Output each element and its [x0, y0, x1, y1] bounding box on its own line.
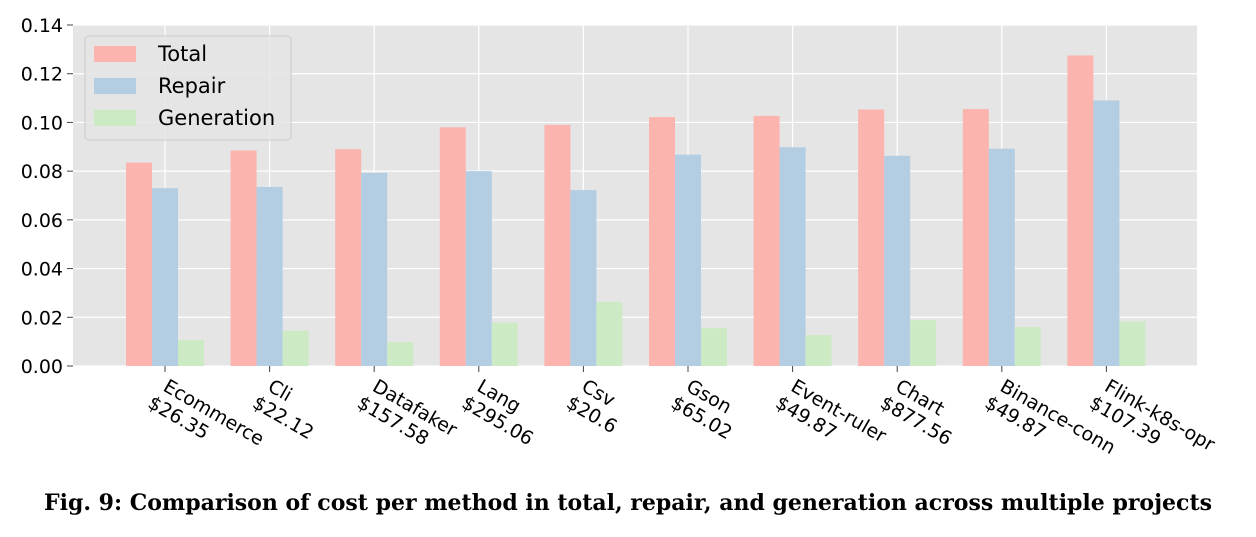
bar-repair — [779, 147, 806, 366]
y-tick-label: 0.02 — [21, 307, 63, 329]
bar-generation — [805, 335, 832, 366]
y-tick-label: 0.12 — [21, 64, 63, 86]
bar-repair — [884, 155, 911, 366]
y-axis-ticks: 0.00 0.02 0.04 0.06 0.08 0.10 0.12 0.14 — [21, 15, 73, 378]
y-tick-label: 0.10 — [21, 112, 63, 134]
bar-repair — [988, 148, 1015, 366]
y-tick-label: 0.06 — [21, 210, 63, 232]
bar-repair — [1093, 100, 1120, 366]
x-tick-label: Csv$20.6 — [563, 373, 632, 438]
bar-repair — [361, 172, 388, 366]
x-tick-label: Gson$65.02 — [667, 373, 747, 444]
bar-total — [858, 109, 885, 366]
legend-label-generation: Generation — [158, 106, 275, 130]
x-tick-label: Ecommerce$26.35 — [144, 373, 268, 470]
y-tick-label: 0.04 — [21, 259, 63, 281]
bar-total — [962, 109, 989, 367]
bar-total — [1067, 55, 1094, 366]
bar-repair — [465, 171, 492, 366]
bar-generation — [282, 330, 309, 366]
bar-total — [544, 124, 571, 366]
x-tick-label: Flink-k8s-opr$107.39 — [1086, 373, 1219, 475]
bar-generation — [387, 342, 414, 366]
bar-total — [126, 162, 152, 366]
bar-generation — [910, 320, 937, 366]
bar-generation — [701, 328, 727, 366]
legend-box — [84, 35, 292, 141]
x-tick-label: Chart$877.56 — [876, 373, 966, 450]
figure-caption: Fig. 9: Comparison of cost per method in… — [43, 490, 1212, 516]
bar-total — [753, 115, 780, 366]
x-tick-label: Event-ruler$49.87 — [772, 373, 890, 467]
legend-swatch-repair — [94, 78, 136, 94]
y-tick-label: 0.08 — [21, 161, 63, 183]
bar-total — [649, 117, 675, 366]
bar-total — [335, 149, 362, 366]
bar-generation — [491, 322, 518, 366]
bar-repair — [570, 190, 597, 366]
bars — [126, 55, 1146, 367]
legend-label-total: Total — [157, 42, 207, 66]
bar-generation — [178, 339, 204, 366]
legend-swatch-generation — [94, 110, 136, 126]
bar-repair — [152, 188, 178, 366]
bar-total — [439, 127, 466, 366]
bar-generation — [596, 301, 623, 366]
x-tick-label: Lang$295.06 — [458, 373, 548, 450]
legend: Total Repair Generation — [84, 35, 292, 141]
bar-total — [230, 150, 257, 366]
x-tick-label: Datafaker$157.58 — [353, 373, 460, 460]
legend-swatch-total — [94, 46, 136, 62]
bar-repair — [256, 186, 283, 366]
y-tick-label: 0.00 — [21, 356, 63, 378]
y-tick-label: 0.14 — [21, 15, 63, 37]
bar-generation — [1119, 321, 1146, 366]
x-tick-label: Binance-conn$49.87 — [981, 373, 1119, 478]
bar-generation — [1014, 327, 1041, 366]
legend-label-repair: Repair — [158, 74, 226, 98]
bar-repair — [675, 154, 701, 366]
